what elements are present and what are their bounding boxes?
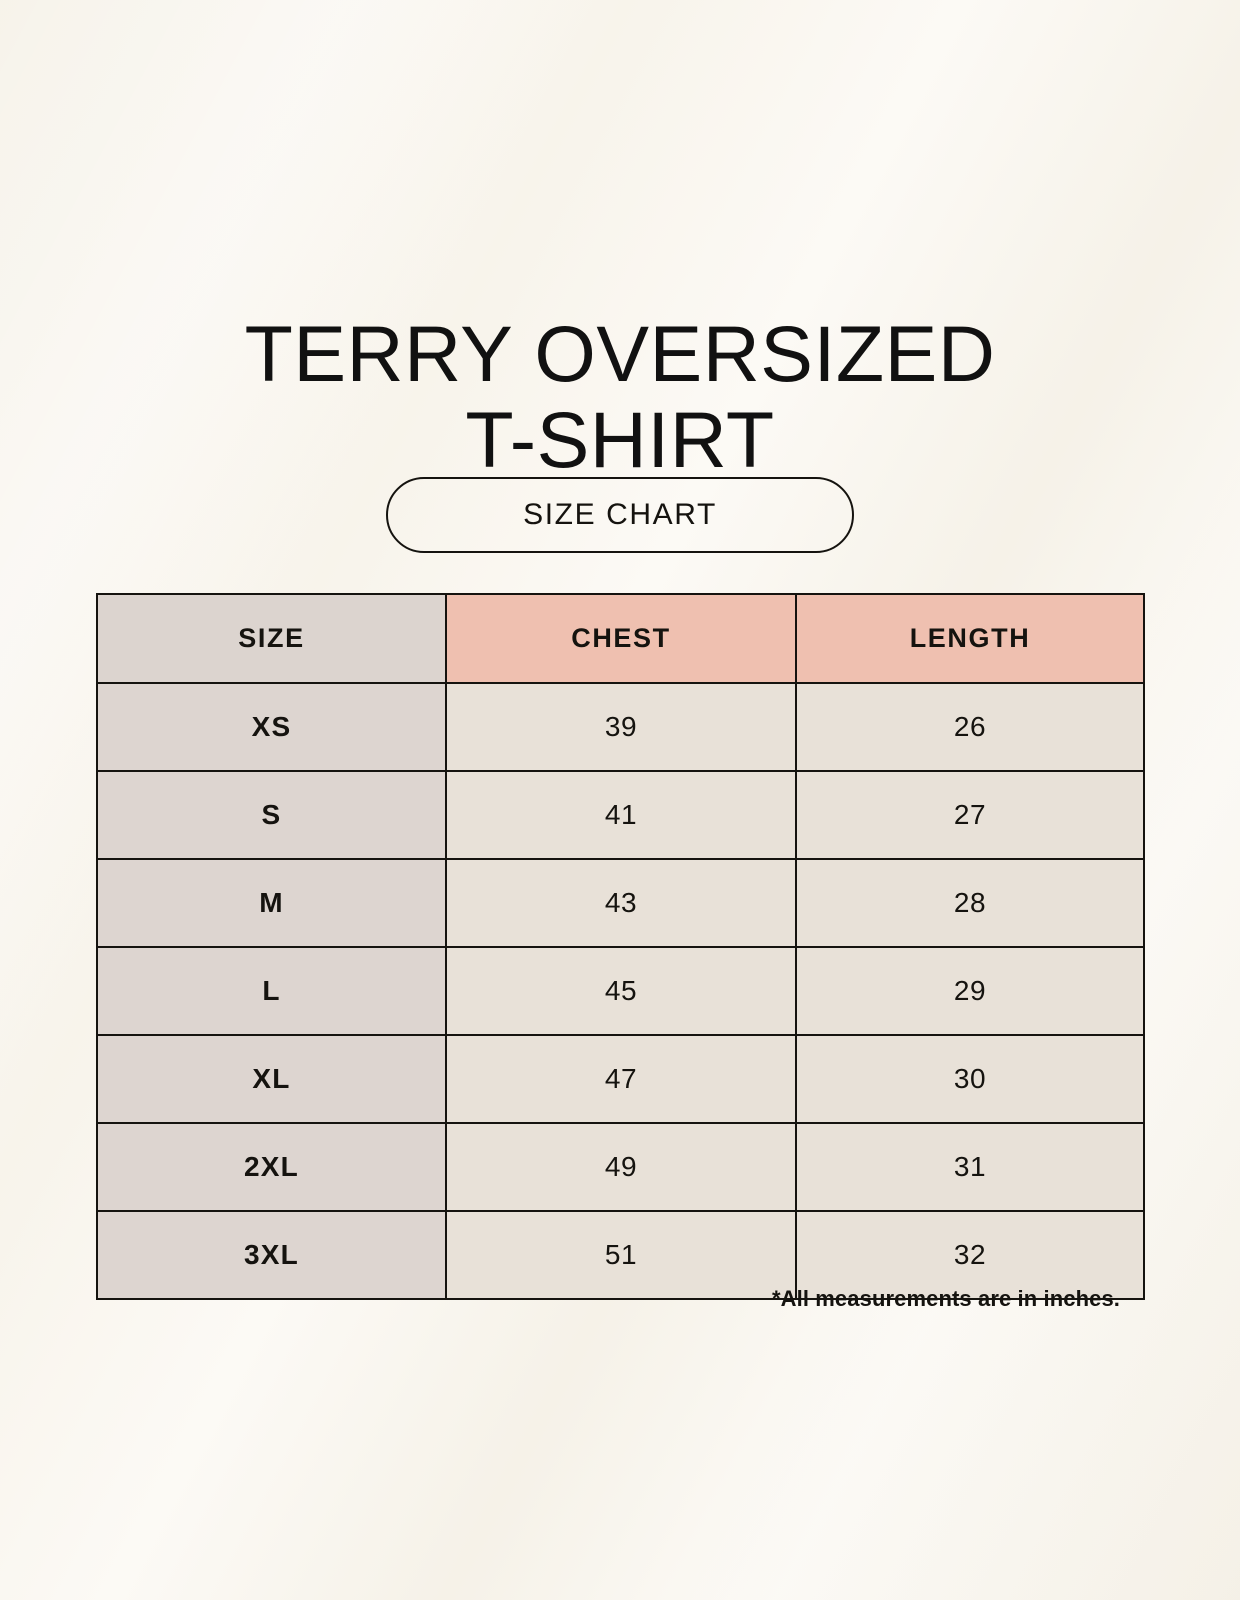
table-row: 3XL 51 32 bbox=[96, 1210, 1145, 1300]
cell-chest: 45 bbox=[445, 946, 797, 1036]
measurement-unit-note: *All measurements are in inches. bbox=[771, 1286, 1120, 1311]
cell-size: L bbox=[96, 946, 447, 1036]
cell-length: 32 bbox=[795, 1210, 1145, 1300]
cell-chest: 47 bbox=[445, 1034, 797, 1124]
cell-chest: 43 bbox=[445, 858, 797, 948]
cell-size: M bbox=[96, 858, 447, 948]
table-row: M 43 28 bbox=[96, 858, 1145, 948]
size-chart-badge: SIZE CHART bbox=[386, 477, 854, 553]
table-row: S 41 27 bbox=[96, 770, 1145, 860]
page-title: TERRY OVERSIZED T-SHIRT bbox=[244, 308, 996, 484]
table-row: 2XL 49 31 bbox=[96, 1122, 1145, 1212]
cell-size: 3XL bbox=[96, 1210, 447, 1300]
cell-size: XL bbox=[96, 1034, 447, 1124]
cell-chest: 41 bbox=[445, 770, 797, 860]
column-header-size: SIZE bbox=[96, 593, 447, 684]
cell-length: 29 bbox=[795, 946, 1145, 1036]
column-header-chest: CHEST bbox=[445, 593, 797, 684]
cell-size: XS bbox=[96, 682, 447, 772]
cell-chest: 51 bbox=[445, 1210, 797, 1300]
table-row: XS 39 26 bbox=[96, 682, 1145, 772]
cell-chest: 39 bbox=[445, 682, 797, 772]
cell-length: 28 bbox=[795, 858, 1145, 948]
table-row: XL 47 30 bbox=[96, 1034, 1145, 1124]
table-header: SIZE CHEST LENGTH bbox=[96, 593, 1145, 684]
cell-size: S bbox=[96, 770, 447, 860]
cell-length: 26 bbox=[795, 682, 1145, 772]
badge-container: SIZE CHART bbox=[0, 477, 1240, 553]
cell-chest: 49 bbox=[445, 1122, 797, 1212]
column-header-length: LENGTH bbox=[795, 593, 1145, 684]
cell-length: 31 bbox=[795, 1122, 1145, 1212]
table-row: L 45 29 bbox=[96, 946, 1145, 1036]
cell-length: 27 bbox=[795, 770, 1145, 860]
cell-size: 2XL bbox=[96, 1122, 447, 1212]
cell-length: 30 bbox=[795, 1034, 1145, 1124]
size-chart-table: SIZE CHEST LENGTH XS 39 26 S 41 27 M 43 … bbox=[96, 593, 1145, 1300]
table-body: XS 39 26 S 41 27 M 43 28 L 45 29 XL 47 bbox=[96, 682, 1145, 1300]
table-header-row: SIZE CHEST LENGTH bbox=[96, 593, 1145, 684]
